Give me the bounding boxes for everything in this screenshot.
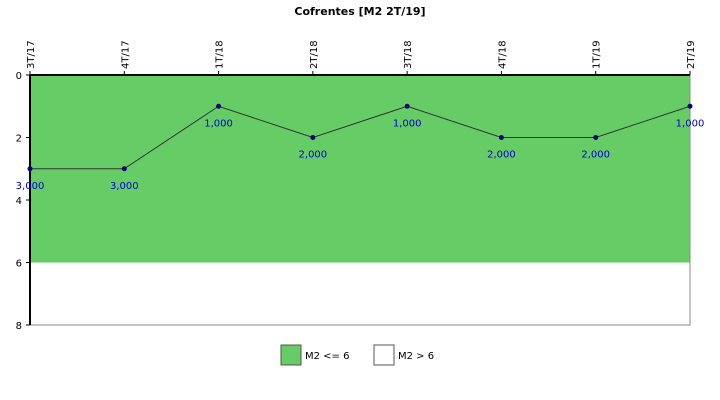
y-tick-label: 6 — [16, 259, 22, 270]
point — [687, 103, 693, 109]
point — [216, 103, 222, 109]
point — [498, 135, 504, 140]
band — [30, 262, 690, 325]
x-tick-label: 1T/19 — [592, 40, 603, 69]
legend-label: M2 > 6 — [398, 351, 434, 362]
y-tick-label: 8 — [16, 321, 22, 332]
y-tick-label: 2 — [16, 134, 22, 145]
x-tick-label: 4T/18 — [497, 40, 508, 69]
x-tick-label: 3T/18 — [403, 40, 414, 69]
value-label: 2,000 — [299, 150, 328, 161]
legend-label: M2 <= 6 — [305, 351, 349, 362]
point — [310, 135, 316, 140]
value-label: 2,000 — [487, 150, 516, 161]
x-tick-label: 2T/18 — [309, 40, 320, 69]
point — [121, 166, 127, 172]
value-label: 3,000 — [110, 181, 139, 192]
legend-swatch — [280, 344, 302, 366]
point — [593, 135, 599, 140]
value-label: 1,000 — [676, 118, 705, 129]
chart-title: Cofrentes [M2 2T/19] — [294, 5, 425, 18]
legend-swatch — [373, 344, 395, 366]
x-tick-label: 3T/17 — [26, 40, 37, 69]
y-tick-label: 0 — [16, 71, 22, 82]
point — [404, 103, 410, 109]
value-label: 3,000 — [16, 181, 45, 192]
x-tick-label: 1T/18 — [215, 40, 226, 69]
value-label: 1,000 — [393, 118, 422, 129]
series-line — [30, 105, 691, 170]
y-tick-label: 4 — [16, 196, 22, 207]
x-tick-label: 2T/19 — [686, 40, 697, 69]
value-label: 2,000 — [581, 150, 610, 161]
band — [30, 75, 690, 263]
value-label: 1,000 — [204, 118, 233, 129]
point — [27, 166, 33, 172]
x-tick-label: 4T/17 — [120, 40, 131, 69]
